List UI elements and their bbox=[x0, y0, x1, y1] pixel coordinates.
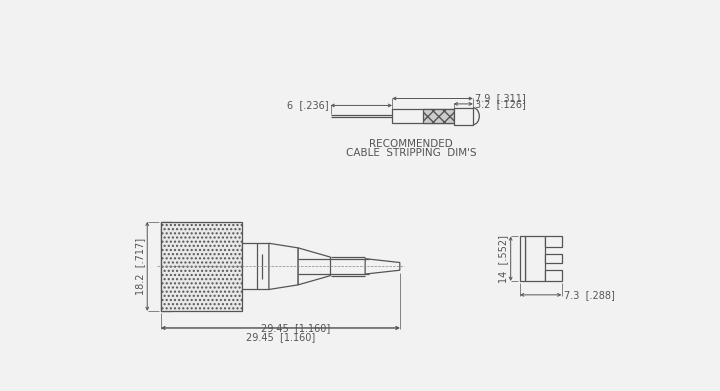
Text: 29.45  [1.160]: 29.45 [1.160] bbox=[246, 333, 315, 343]
Bar bbox=[423, 109, 454, 123]
Text: 29.45  [1.160]: 29.45 [1.160] bbox=[261, 323, 330, 333]
Bar bbox=[454, 108, 473, 125]
Text: 18.2  [.717]: 18.2 [.717] bbox=[135, 238, 145, 295]
Polygon shape bbox=[298, 248, 330, 285]
Text: 7.3  [.288]: 7.3 [.288] bbox=[564, 290, 615, 300]
Bar bbox=[525, 236, 544, 281]
Bar bbox=[161, 222, 242, 311]
Bar bbox=[392, 109, 454, 123]
Bar bbox=[520, 236, 525, 281]
Text: 3.2  [.126]: 3.2 [.126] bbox=[475, 99, 526, 109]
Bar bbox=[242, 243, 269, 289]
Bar bbox=[161, 222, 171, 311]
Polygon shape bbox=[365, 259, 400, 274]
Text: 7.9  [.311]: 7.9 [.311] bbox=[475, 93, 526, 104]
Text: RECOMMENDED: RECOMMENDED bbox=[369, 139, 453, 149]
Text: 6  [.236]: 6 [.236] bbox=[287, 100, 328, 110]
Bar bbox=[544, 270, 562, 281]
Text: CABLE  STRIPPING  DIM'S: CABLE STRIPPING DIM'S bbox=[346, 148, 477, 158]
Text: 14  [.552]: 14 [.552] bbox=[498, 235, 508, 283]
Bar bbox=[544, 236, 562, 247]
Polygon shape bbox=[269, 243, 298, 289]
Bar bbox=[544, 254, 562, 263]
